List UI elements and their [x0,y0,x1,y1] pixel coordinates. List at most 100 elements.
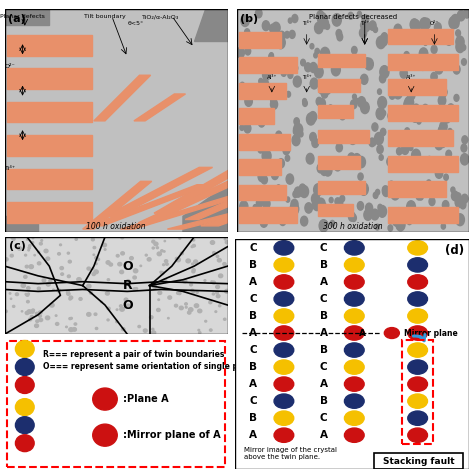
Circle shape [358,97,365,108]
Circle shape [408,258,428,272]
Circle shape [145,254,147,256]
Circle shape [365,58,374,70]
Circle shape [303,100,307,107]
Bar [319,182,365,194]
Circle shape [310,78,318,89]
Polygon shape [82,182,152,229]
Circle shape [374,27,377,32]
Circle shape [100,301,102,302]
Circle shape [192,270,195,273]
Circle shape [381,33,388,41]
Circle shape [105,292,109,295]
Circle shape [16,417,34,434]
Circle shape [57,289,61,292]
Circle shape [216,294,220,298]
Circle shape [140,265,142,266]
Circle shape [456,41,465,53]
Circle shape [21,283,26,287]
Circle shape [336,198,343,207]
Circle shape [314,184,322,196]
Circle shape [388,225,392,231]
Circle shape [456,214,465,226]
Text: Ti⁴⁺: Ti⁴⁺ [5,166,16,171]
Circle shape [185,303,187,305]
Circle shape [204,280,206,282]
Circle shape [156,247,158,249]
Circle shape [410,19,419,30]
Circle shape [398,209,402,214]
Circle shape [18,246,21,250]
Circle shape [53,289,54,291]
Circle shape [461,45,465,51]
Circle shape [68,260,72,263]
Text: Stacking fault: Stacking fault [383,457,455,466]
Circle shape [244,124,251,133]
Circle shape [430,161,437,169]
Circle shape [133,276,137,279]
Circle shape [353,154,361,165]
Circle shape [186,259,191,263]
Circle shape [278,31,285,40]
Circle shape [272,22,280,34]
Circle shape [274,326,294,340]
Circle shape [121,237,124,239]
Circle shape [293,191,298,198]
Circle shape [70,318,73,319]
Circle shape [212,281,215,284]
Polygon shape [7,68,91,89]
Circle shape [260,217,267,227]
Circle shape [324,164,332,176]
Text: Tilt boundary: Tilt boundary [84,14,126,19]
Circle shape [50,303,54,307]
Circle shape [269,53,273,58]
Circle shape [461,154,469,165]
Circle shape [285,155,290,161]
Circle shape [94,313,97,315]
Circle shape [339,111,346,120]
Circle shape [411,111,419,122]
Circle shape [310,133,316,142]
Text: A: A [320,379,328,389]
Circle shape [249,37,256,46]
Circle shape [37,251,40,253]
Text: B: B [320,345,328,355]
Circle shape [30,315,33,318]
Bar [402,340,433,444]
Text: A: A [320,430,328,440]
Circle shape [66,291,69,293]
Text: A: A [320,277,328,287]
Circle shape [240,201,248,212]
Circle shape [223,263,226,265]
Circle shape [404,52,409,59]
Polygon shape [5,9,49,26]
Text: A: A [249,430,257,440]
Circle shape [218,258,221,262]
Circle shape [209,301,212,304]
Circle shape [192,269,195,271]
Circle shape [408,241,428,255]
Circle shape [292,210,296,216]
Circle shape [353,55,359,64]
Circle shape [413,104,419,112]
Circle shape [73,328,76,331]
Circle shape [95,328,98,329]
Circle shape [116,255,119,257]
Bar [239,32,281,48]
Circle shape [116,309,118,310]
Circle shape [379,155,383,160]
Circle shape [31,310,34,313]
Circle shape [438,126,446,136]
Circle shape [408,343,428,357]
Circle shape [60,266,64,270]
Circle shape [274,275,294,289]
Circle shape [314,53,318,58]
Circle shape [21,311,23,312]
Circle shape [181,252,183,255]
Circle shape [383,186,390,197]
Bar [388,28,453,45]
Circle shape [408,360,428,374]
Bar [388,130,453,146]
Circle shape [312,138,319,147]
Circle shape [331,64,340,76]
Circle shape [39,242,42,245]
